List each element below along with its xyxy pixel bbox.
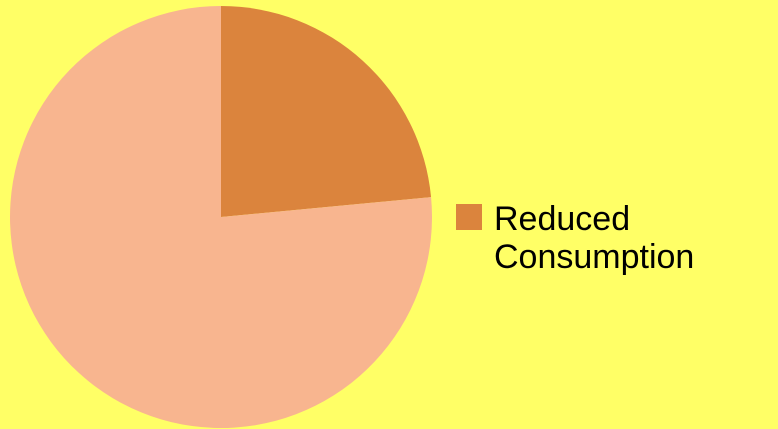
pie-slice-1 (221, 6, 432, 217)
legend: Reduced Consumption (456, 200, 778, 276)
pie-slice-2 (9, 6, 432, 428)
legend-label-reduced-consumption: Reduced Consumption (494, 200, 695, 276)
legend-swatch-reduced-consumption (456, 204, 482, 230)
